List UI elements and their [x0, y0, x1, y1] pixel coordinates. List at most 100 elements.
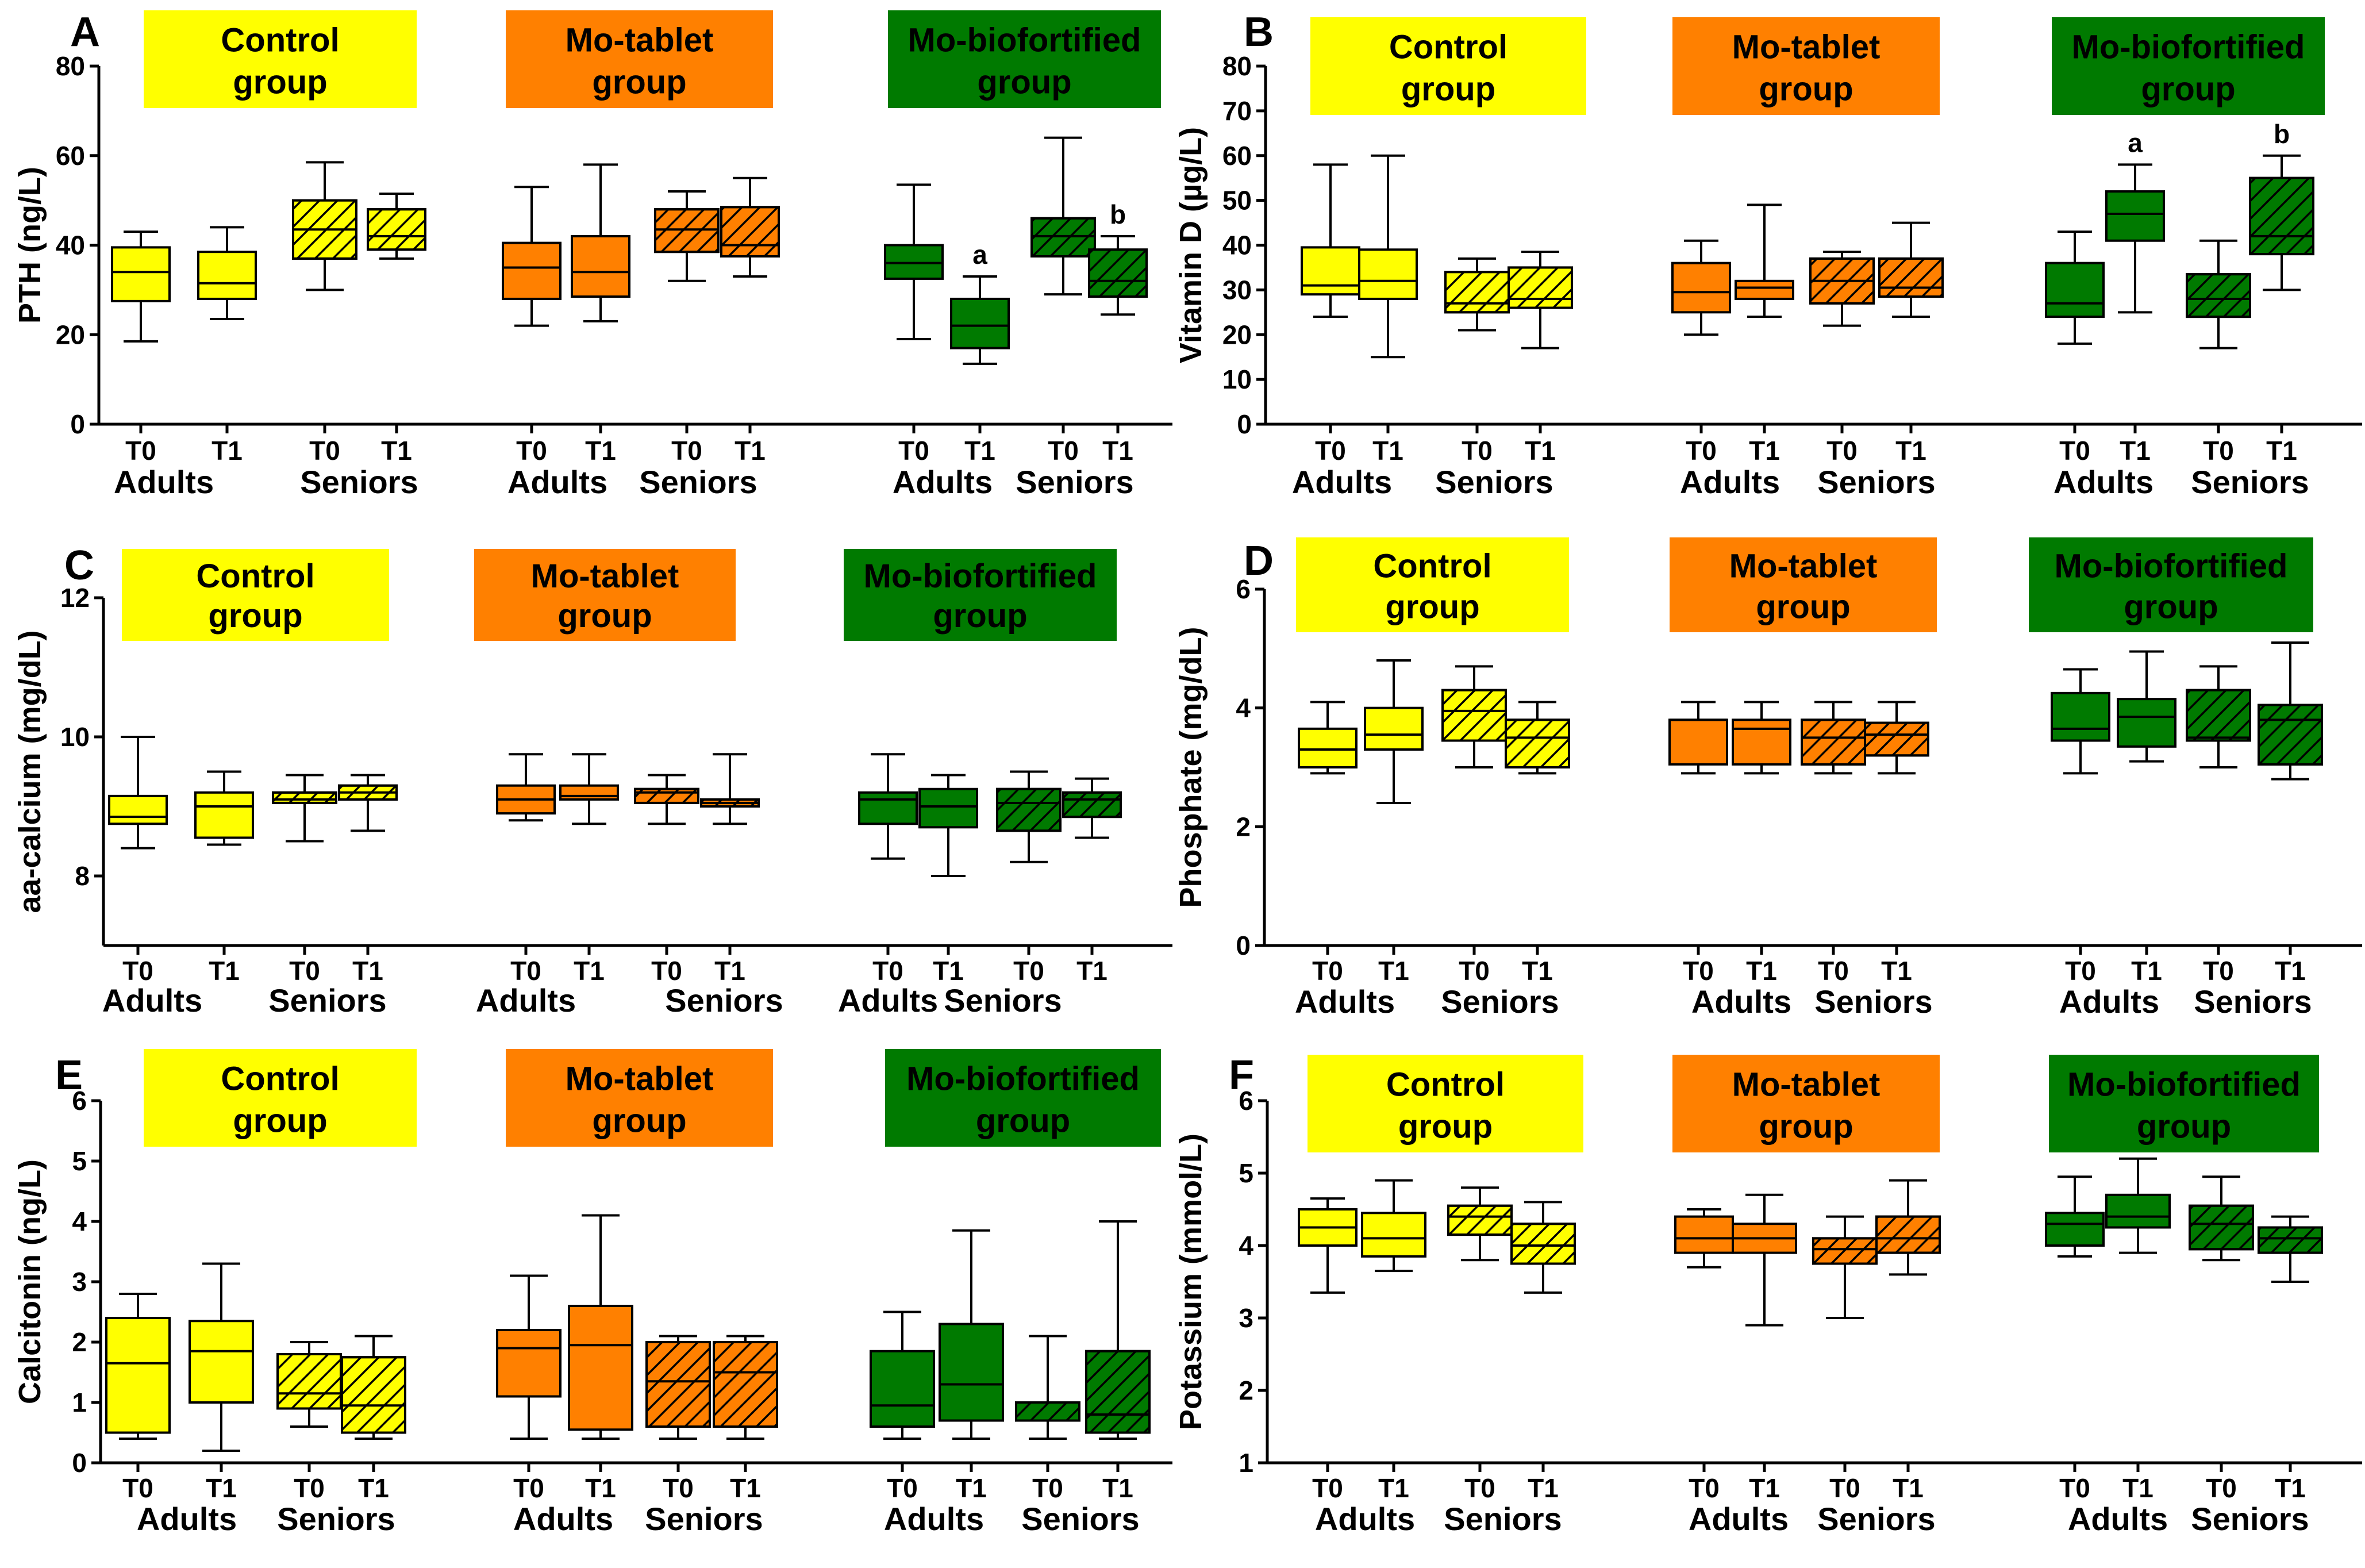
- y-tick-label: 40: [1222, 230, 1252, 260]
- cohort-label-seniors: Seniors: [268, 982, 386, 1019]
- box-adults-t1: [194, 770, 254, 846]
- box-adults-t0: [2045, 230, 2105, 345]
- box-iqr: [2045, 1212, 2105, 1247]
- x-tick-label: T0: [309, 436, 340, 466]
- box-seniors-t1: [1088, 235, 1148, 316]
- group-header-box: [888, 10, 1161, 108]
- group-header-line1: Mo-biofortified: [908, 21, 1141, 59]
- box-iqr: [2117, 698, 2176, 748]
- box-hatch: [1878, 257, 1944, 298]
- significance-label: b: [2274, 119, 2290, 149]
- group-header-box: [844, 549, 1117, 641]
- group-header-line1: Mo-biofortified: [2067, 1066, 2301, 1103]
- x-tick-label: T1: [211, 436, 243, 466]
- cohort-label-adults: Adults: [884, 1501, 984, 1537]
- box-seniors-t1: [1864, 701, 1929, 775]
- box-hatch: [1015, 1401, 1080, 1422]
- group-header-line1: Mo-biofortified: [906, 1060, 1140, 1097]
- cohort-label-seniors: Seniors: [1817, 1501, 1935, 1537]
- y-tick-label: 80: [1222, 51, 1252, 81]
- group-header-line2: group: [977, 64, 1071, 101]
- cohort-label-adults: Adults: [476, 982, 576, 1019]
- group-header-line1: Control: [196, 558, 314, 595]
- box-iqr: [197, 251, 257, 300]
- cohort-label-seniors: Seniors: [1814, 983, 1932, 1020]
- y-tick-label: 6: [1239, 1086, 1253, 1116]
- box-seniors-t0: [1809, 251, 1875, 327]
- x-tick-label: T1: [1746, 956, 1777, 986]
- box-hatch: [996, 787, 1062, 832]
- cohort-label-adults: Adults: [1292, 464, 1392, 500]
- x-tick-label: T1: [735, 436, 766, 466]
- box-seniors-t1: [1062, 777, 1122, 839]
- box-iqr: [918, 787, 978, 829]
- group-header-line2: group: [1401, 71, 1495, 108]
- box-hatch: [272, 791, 337, 804]
- x-tick-label: T1: [2131, 956, 2162, 986]
- x-tick-label: T1: [574, 956, 605, 986]
- y-axis-title: Calcitonin (ng/L): [13, 1159, 47, 1404]
- y-tick-label: 6: [72, 1086, 87, 1116]
- group-header-line1: Control: [1389, 28, 1508, 66]
- box-adults-t1: [571, 163, 630, 322]
- y-tick-label: 8: [75, 861, 90, 891]
- x-tick-label: T1: [1378, 956, 1409, 986]
- group-header-line2: group: [1398, 1108, 1493, 1146]
- group-header-line2: group: [1756, 588, 1850, 625]
- group-header-line2: group: [233, 1102, 327, 1140]
- box-seniors-t0: [645, 1335, 711, 1440]
- box-iqr: [194, 791, 254, 839]
- box-seniors-t1: [720, 176, 780, 278]
- box-seniors-t1: [338, 774, 398, 832]
- box-adults-t0: [1671, 239, 1731, 336]
- panel-e: E Calcitonin (ng/L) 0 1 2 3 4 5 6 Control group T0 T…: [13, 1049, 1172, 1537]
- x-tick-label: T1: [352, 956, 383, 986]
- box-hatch: [341, 1356, 406, 1434]
- panel-letter: E: [55, 1052, 83, 1098]
- group-header-box: [1670, 537, 1937, 632]
- box-hatch: [276, 1353, 342, 1410]
- x-tick-label: T0: [887, 1473, 918, 1503]
- box-iqr: [1668, 718, 1728, 766]
- group-header-line2: group: [976, 1102, 1070, 1140]
- cohort-label-seniors: Seniors: [277, 1501, 395, 1537]
- box-seniors-t0: [2186, 665, 2251, 768]
- group-header-box: [144, 10, 417, 108]
- box-seniors-t1: [700, 753, 760, 825]
- y-tick-label: 2: [1236, 812, 1251, 841]
- x-tick-label: T0: [2065, 956, 2096, 986]
- box-adults-t1: [918, 774, 978, 877]
- box-hatch: [1088, 248, 1148, 298]
- panel-letter: D: [1244, 538, 1274, 584]
- y-tick-label: 4: [72, 1206, 87, 1236]
- group-header-box: [2049, 1055, 2319, 1152]
- box-adults-t1: [1735, 203, 1794, 318]
- cohort-label-seniors: Seniors: [300, 464, 418, 500]
- group-header-box: [506, 10, 773, 108]
- x-tick-label: T0: [1459, 956, 1490, 986]
- x-tick-label: T1: [1881, 956, 1912, 986]
- x-tick-label: T0: [2059, 436, 2090, 466]
- group-header-line1: Mo-tablet: [566, 1060, 714, 1097]
- group-header-line2: group: [2141, 71, 2235, 108]
- x-tick-label: T0: [2059, 1473, 2090, 1503]
- y-tick-label: 10: [1222, 364, 1252, 394]
- box-adults-t1: [197, 226, 257, 320]
- group-header-box: [1672, 1055, 1940, 1152]
- cohort-label-adults: Adults: [137, 1501, 237, 1537]
- cohort-label-seniors: Seniors: [1444, 1501, 1562, 1537]
- box-adults-t1: [2117, 650, 2176, 763]
- box-hatch: [1864, 721, 1929, 757]
- box-hatch: [1062, 791, 1122, 818]
- x-tick-label: T1: [956, 1473, 987, 1503]
